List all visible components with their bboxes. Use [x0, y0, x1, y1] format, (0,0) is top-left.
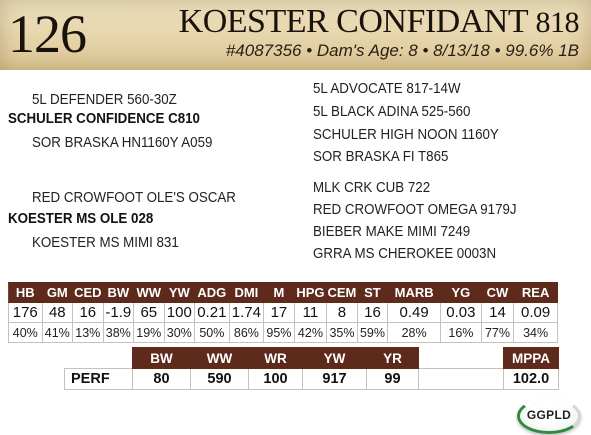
epd-value: 0.03 — [440, 302, 482, 323]
perf-header: WW — [190, 347, 249, 369]
perf-value: 102.0 — [503, 368, 559, 390]
epd-value: 16 — [72, 302, 104, 323]
perf-value-blank — [418, 368, 504, 390]
epd-percentile: 19% — [133, 322, 165, 343]
perf-table: BW WW WR YW YR MPPA PERF 80 590 100 917 … — [64, 347, 559, 390]
epd-percentile: 42% — [293, 322, 328, 343]
epd-percentile: 35% — [326, 322, 358, 343]
epd-header: CEM — [326, 282, 358, 303]
epd-value: 176 — [8, 302, 43, 323]
epd-header: ADG — [194, 282, 230, 303]
epd-value: 17 — [263, 302, 295, 323]
epd-percentile: 77% — [480, 322, 515, 343]
epd-header: M — [263, 282, 295, 303]
epd-value: 0.09 — [513, 302, 558, 323]
pedigree-dam-ds-sire: MLK CRK CUB 722 — [313, 180, 431, 196]
epd-percentile: 41% — [41, 322, 74, 343]
epd-header: GM — [41, 282, 74, 303]
perf-value-row: PERF 80 590 100 917 99 102.0 — [64, 368, 559, 390]
epd-header: WW — [133, 282, 165, 303]
epd-percentile: 59% — [356, 322, 389, 343]
perf-value: 590 — [190, 368, 249, 390]
pedigree-sire-dam: SOR BRASKA HN1160Y A059 — [32, 135, 213, 151]
pedigree-sire: SCHULER CONFIDENCE C810 — [8, 111, 200, 127]
epd-header: MARB — [387, 282, 442, 303]
perf-header: MPPA — [503, 347, 559, 369]
ggpld-logo: GGPLD — [517, 398, 581, 434]
pedigree-sire-sd-sire: SCHULER HIGH NOON 1160Y — [313, 127, 499, 143]
epd-value: -1.9 — [102, 302, 135, 323]
epd-percentile: 50% — [194, 322, 230, 343]
epd-value: 48 — [41, 302, 74, 323]
epd-percentile: 38% — [102, 322, 135, 343]
epd-header: BW — [102, 282, 135, 303]
epd-percentile: 86% — [228, 322, 265, 343]
pedigree-dam-ds-dam: RED CROWFOOT OMEGA 9179J — [313, 202, 517, 218]
epd-value: 1.74 — [228, 302, 265, 323]
pedigree-dam-sire: RED CROWFOOT OLE'S OSCAR — [32, 190, 236, 206]
epd-percentile: 28% — [387, 322, 442, 343]
epd-percentile-row: 40% 41% 13% 38% 19% 30% 50% 86% 95% 42% … — [8, 322, 558, 343]
epd-percentile: 30% — [163, 322, 196, 343]
logo-text: GGPLD — [526, 408, 572, 422]
epd-percentile: 16% — [440, 322, 482, 343]
epd-header: ST — [356, 282, 389, 303]
pedigree-sire-ss-dam: 5L BLACK ADINA 525-560 — [313, 104, 471, 120]
perf-value: 917 — [302, 368, 367, 390]
epd-value: 8 — [326, 302, 358, 323]
pedigree-dam: KOESTER MS OLE 028 — [8, 211, 154, 227]
title-banner: 126 KOESTER CONFIDANT 818 #4087356 • Dam… — [0, 0, 591, 70]
pedigree-sire-sd-dam: SOR BRASKA FI T865 — [313, 149, 449, 165]
epd-value: 11 — [293, 302, 328, 323]
epd-header: YG — [440, 282, 482, 303]
perf-header: WR — [248, 347, 303, 369]
epd-percentile: 13% — [72, 322, 104, 343]
lot-number: 126 — [8, 4, 87, 64]
epd-value: 16 — [356, 302, 389, 323]
animal-name-text: KOESTER CONFIDANT — [178, 3, 528, 40]
pedigree-dam-dd-sire: BIEBER MAKE MIMI 7249 — [313, 224, 471, 240]
epd-header: REA — [513, 282, 558, 303]
epd-percentile: 34% — [513, 322, 558, 343]
epd-value: 65 — [133, 302, 165, 323]
animal-tag: 818 — [535, 6, 580, 39]
perf-row-label: PERF — [64, 368, 133, 390]
perf-header: BW — [132, 347, 191, 369]
epd-value: 100 — [163, 302, 196, 323]
epd-header: YW — [163, 282, 196, 303]
perf-header-blank — [64, 347, 133, 369]
epd-value: 0.49 — [387, 302, 442, 323]
epd-header: CED — [72, 282, 104, 303]
perf-header-row: BW WW WR YW YR MPPA — [64, 347, 559, 369]
epd-table: HB GM CED BW WW YW ADG DMI M HPG CEM ST … — [8, 282, 558, 343]
animal-info: #4087356 • Dam's Age: 8 • 8/13/18 • 99.6… — [225, 41, 579, 60]
perf-value: 100 — [248, 368, 303, 390]
pedigree-dam-dam: KOESTER MS MIMI 831 — [32, 235, 179, 251]
epd-value: 14 — [480, 302, 515, 323]
pedigree-dam-dd-dam: GRRA MS CHEROKEE 0003N — [313, 246, 497, 262]
perf-value: 80 — [132, 368, 191, 390]
perf-header: YW — [302, 347, 367, 369]
epd-header: CW — [480, 282, 515, 303]
epd-value-row: 176 48 16 -1.9 65 100 0.21 1.74 17 11 8 … — [8, 302, 558, 323]
animal-name: KOESTER CONFIDANT 818 — [178, 2, 580, 43]
perf-header: YR — [366, 347, 419, 369]
epd-percentile: 40% — [8, 322, 43, 343]
epd-header-row: HB GM CED BW WW YW ADG DMI M HPG CEM ST … — [8, 282, 558, 303]
epd-header: HB — [8, 282, 43, 303]
pedigree-sire-sire: 5L DEFENDER 560-30Z — [32, 92, 177, 108]
epd-header: DMI — [228, 282, 265, 303]
pedigree-sire-ss-sire: 5L ADVOCATE 817-14W — [313, 81, 461, 97]
perf-header-blank — [418, 347, 504, 369]
epd-value: 0.21 — [194, 302, 230, 323]
perf-value: 99 — [366, 368, 419, 390]
epd-percentile: 95% — [263, 322, 295, 343]
epd-header: HPG — [293, 282, 328, 303]
